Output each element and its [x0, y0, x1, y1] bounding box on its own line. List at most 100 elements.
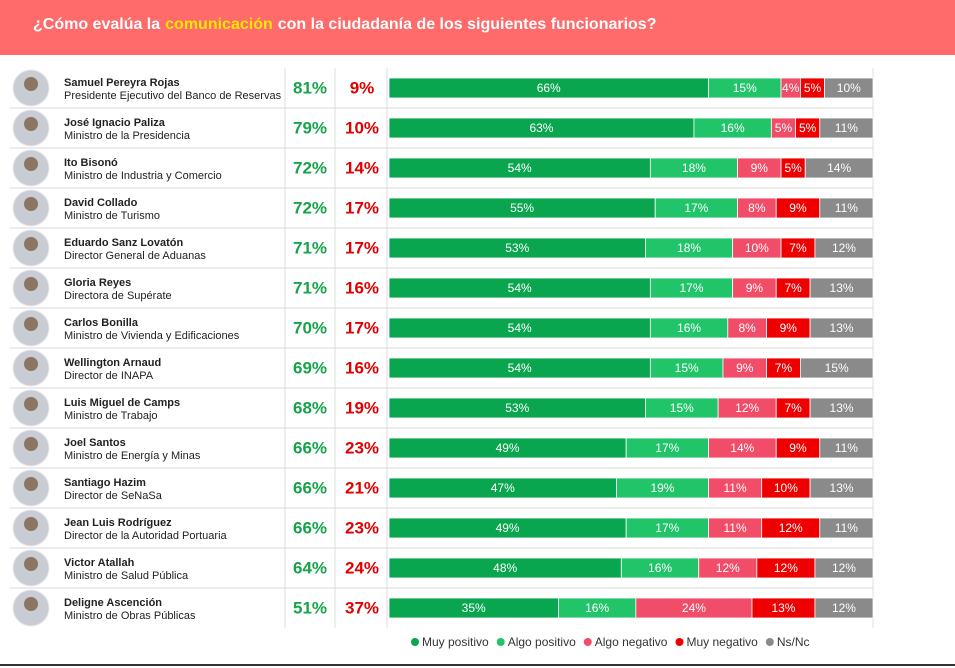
- bar-label: 13%: [830, 481, 854, 495]
- person-name: Gloria Reyes: [64, 277, 131, 289]
- photo-head: [24, 277, 38, 291]
- bar-label: 17%: [679, 281, 703, 295]
- bar-label: 11%: [835, 441, 858, 455]
- bar-label: 54%: [508, 281, 532, 295]
- legend-label: Ns/Nc: [777, 635, 810, 649]
- photo-head: [24, 397, 38, 411]
- positive-total: 72%: [293, 198, 327, 217]
- bar-label: 48%: [493, 561, 517, 575]
- bar-label: 35%: [462, 601, 486, 615]
- positive-total: 72%: [293, 158, 327, 177]
- bar-label: 9%: [780, 321, 798, 335]
- bar-label: 7%: [789, 241, 807, 255]
- bar-label: 12%: [716, 561, 740, 575]
- person-role: Ministro de Obras Públicas: [64, 610, 196, 622]
- person-name: Wellington Arnaud: [64, 357, 161, 369]
- bar-segment: [809, 477, 874, 499]
- bar-label: 63%: [529, 121, 553, 135]
- negative-total: 17%: [345, 318, 379, 337]
- bar-segment: [819, 197, 874, 219]
- bar-label: 19%: [650, 481, 674, 495]
- bar-label: 11%: [723, 521, 746, 535]
- bar-label: 12%: [779, 521, 803, 535]
- bar-label: 16%: [677, 321, 701, 335]
- bar-segment: [809, 397, 874, 419]
- person-name: Carlos Bonilla: [64, 317, 139, 329]
- negative-total: 10%: [345, 118, 379, 137]
- bar-label: 24%: [682, 601, 706, 615]
- bar-label: 11%: [835, 121, 858, 135]
- positive-total: 66%: [293, 478, 327, 497]
- person-name: Ito Bisonó: [64, 157, 118, 169]
- title-part: ¿Cómo evalúa la: [33, 16, 160, 33]
- title-part: con la ciudadanía de los siguientes func…: [278, 16, 657, 33]
- bar-label: 12%: [832, 601, 856, 615]
- bar-segment: [814, 237, 874, 259]
- photo-head: [24, 357, 38, 371]
- photo-head: [24, 317, 38, 331]
- person-role: Ministro de Turismo: [64, 210, 160, 222]
- positive-total: 71%: [293, 238, 327, 257]
- legend-dot: [765, 638, 774, 646]
- bar-label: 12%: [832, 561, 856, 575]
- legend-dot: [675, 638, 684, 646]
- bar-label: 17%: [655, 521, 679, 535]
- legend-label: Muy negativo: [686, 635, 758, 649]
- negative-total: 24%: [345, 558, 379, 577]
- bar-label: 54%: [508, 361, 532, 375]
- person-role: Ministro de Energía y Minas: [64, 450, 201, 462]
- bar-label: 15%: [675, 361, 699, 375]
- bar-label: 11%: [723, 481, 746, 495]
- person-name: Jean Luis Rodríguez: [64, 517, 172, 529]
- negative-total: 37%: [345, 598, 379, 617]
- legend-label: Muy positivo: [422, 635, 489, 649]
- bar-label: 16%: [721, 121, 745, 135]
- person-name: José Ignacio Paliza: [64, 117, 166, 129]
- person-name: Santiago Hazim: [64, 477, 146, 489]
- bar-segment: [809, 277, 874, 299]
- bar-label: 14%: [730, 441, 754, 455]
- positive-total: 66%: [293, 438, 327, 457]
- bar-label: 15%: [733, 81, 757, 95]
- positive-total: 70%: [293, 318, 327, 337]
- negative-total: 17%: [345, 238, 379, 257]
- bar-label: 49%: [496, 441, 520, 455]
- person-role: Director de la Autoridad Portuaria: [64, 530, 228, 542]
- negative-total: 9%: [350, 78, 375, 97]
- negative-total: 19%: [345, 398, 379, 417]
- bar-label: 9%: [746, 281, 764, 295]
- bar-label: 14%: [827, 161, 851, 175]
- bar-label: 66%: [537, 81, 561, 95]
- bar-label: 9%: [789, 201, 807, 215]
- positive-total: 64%: [293, 558, 327, 577]
- positive-total: 81%: [293, 78, 327, 97]
- bar-label: 16%: [585, 601, 609, 615]
- bar-label: 10%: [774, 481, 798, 495]
- photo-head: [24, 477, 38, 491]
- bar-label: 49%: [496, 521, 520, 535]
- bar-label: 53%: [505, 401, 529, 415]
- bar-label: 13%: [771, 601, 795, 615]
- person-role: Ministro de Vivienda y Edificaciones: [64, 330, 240, 342]
- bar-segment: [814, 597, 874, 619]
- bar-label: 7%: [784, 401, 802, 415]
- person-name: Victor Atallah: [64, 557, 135, 569]
- bar-label: 5%: [775, 121, 793, 135]
- photo-head: [24, 77, 38, 91]
- photo-head: [24, 557, 38, 571]
- person-role: Presidente Ejecutivo del Banco de Reserv…: [64, 90, 282, 102]
- legend-dot: [411, 638, 419, 646]
- person-role: Director de INAPA: [64, 370, 154, 382]
- negative-total: 21%: [345, 478, 379, 497]
- bar-label: 16%: [648, 561, 672, 575]
- bar-label: 18%: [677, 241, 701, 255]
- negative-total: 23%: [345, 438, 379, 457]
- bar-label: 12%: [774, 561, 798, 575]
- legend-dot: [496, 638, 505, 646]
- title-highlight: comunicación: [165, 16, 273, 33]
- person-name: Joel Santos: [64, 437, 126, 449]
- bar-segment: [800, 357, 874, 379]
- person-name: Deligne Ascención: [64, 597, 162, 609]
- bar-segment: [824, 77, 874, 99]
